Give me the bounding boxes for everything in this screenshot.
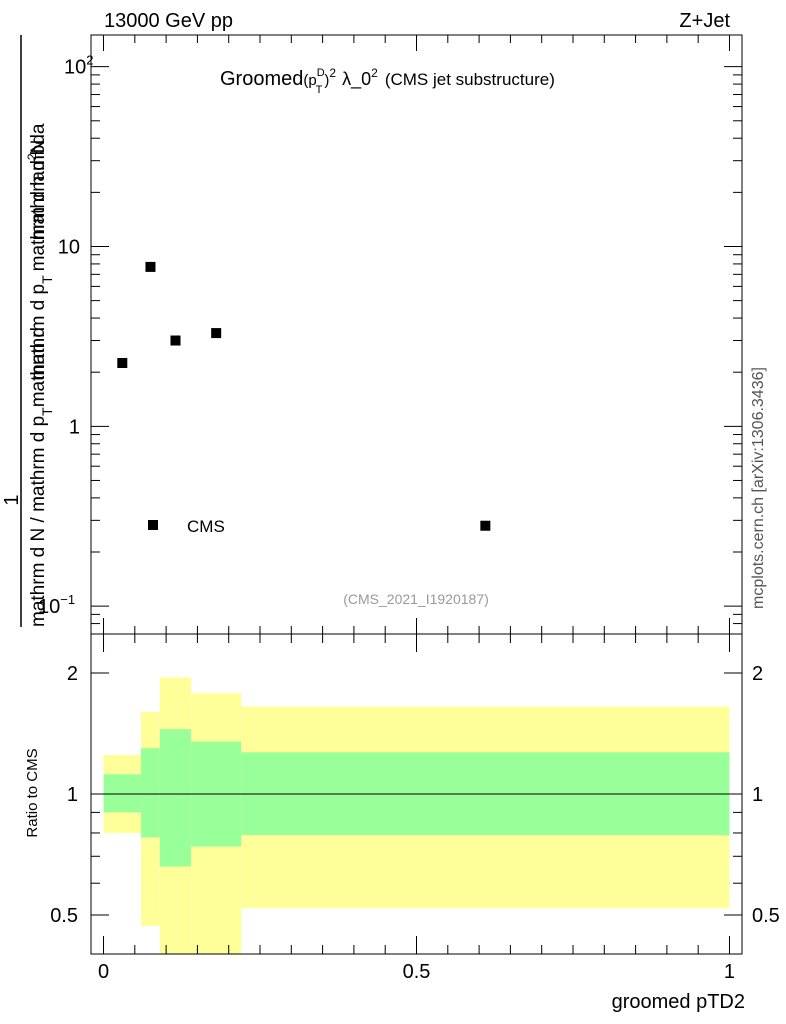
- ratio-y-ticks: 0.5 0.5 1 1 2 2: [50, 663, 780, 955]
- source-label: (CMS_2021_I1920187): [343, 591, 489, 607]
- energy-label: 13000 GeV pp: [104, 10, 233, 32]
- stat-uncertainty-band: [159, 729, 192, 867]
- process-label: Z+Jet: [679, 10, 730, 32]
- main-y-tick-label: 1: [69, 416, 80, 438]
- ratio-y-tick-label-right: 0.5: [752, 905, 780, 927]
- ylabel-num-sup: 2: [25, 153, 39, 160]
- data-point: [211, 328, 222, 339]
- ylabel-right-numerator: mathrm d2N: [25, 140, 49, 241]
- ylabel-den-right-sub-t: T: [39, 275, 55, 284]
- title-close: ): [324, 72, 329, 89]
- ylabel-den-right-2: mathrm d lambda: [28, 123, 49, 271]
- title-sup-2b: 2: [371, 66, 378, 80]
- main-y-tick-label: 102: [64, 53, 93, 79]
- title-lambda: λ_0: [342, 69, 371, 90]
- data-point: [117, 357, 128, 368]
- ylabel-num-2: N: [28, 140, 49, 154]
- title-rest: (CMS jet substructure): [385, 70, 555, 89]
- legend-marker: [148, 520, 158, 530]
- ratio-x-ticks: 0 0.5 1: [98, 634, 735, 983]
- ratio-plot-panel: 0.5 0.51 12 2 0 0.5 1 Ratio to CMS groomed pT…: [24, 633, 780, 1013]
- title-p: (p: [303, 72, 316, 89]
- ratio-y-tick-label-left: 2: [67, 663, 78, 685]
- ylabel-den-right-1: mathrm d p: [28, 284, 49, 380]
- ylabel-numerator: 1: [1, 494, 23, 505]
- x-axis-label: groomed pTD2: [612, 991, 745, 1013]
- x-tick-label: 0: [98, 961, 109, 983]
- stat-uncertainty-band: [103, 774, 142, 813]
- ratio-y-tick-label-left: 0.5: [50, 905, 78, 927]
- main-data-points: [117, 261, 491, 531]
- data-point: [170, 335, 181, 346]
- ylabel-den-1: mathrm d N / mathrm d p: [28, 416, 49, 627]
- ratio-y-label: Ratio to CMS: [24, 748, 41, 837]
- title-main: Groomed: [220, 68, 303, 90]
- main-plot-frame: [90, 34, 743, 635]
- ylabel-right-denominator: mathrm d pTmathrm d lambda: [28, 123, 55, 380]
- x-tick-label: 0.5: [403, 961, 431, 983]
- data-point: [480, 520, 491, 531]
- main-y-tick-label: 10−1: [38, 592, 75, 618]
- data-point: [145, 261, 156, 272]
- ratio-y-tick-label-right: 2: [752, 663, 763, 685]
- ratio-y-tick-label-left: 1: [67, 784, 78, 806]
- legend-label: CMS: [187, 517, 225, 536]
- main-y-axis-label: 1 mathrm d N / mathrm d pTmathrm d mathr…: [1, 35, 55, 627]
- ratio-y-tick-label-right: 1: [752, 784, 763, 806]
- title-sup-d: D: [317, 67, 325, 79]
- stat-uncertainty-band: [141, 748, 160, 838]
- side-label: mcplots.cern.ch [arXiv:1306.3436]: [750, 367, 767, 609]
- plot-title: Groomed(pD T)2 λ_02 (CMS jet substructure): [220, 66, 555, 96]
- ratio-uncertainty-bands: [103, 677, 730, 954]
- title-sup-2a: 2: [329, 66, 336, 80]
- ylabel-num-1: mathrm d: [28, 160, 49, 240]
- ylabel-den-2: mathrm d: [28, 327, 49, 407]
- main-y-tick-label: 10: [58, 236, 80, 258]
- title-sub-t: T: [316, 84, 323, 96]
- ylabel-den-sub-t: T: [39, 407, 55, 416]
- x-tick-label: 1: [724, 961, 735, 983]
- main-y-ticks: 10−1 1 10 102: [38, 35, 742, 635]
- ylabel-denominator: mathrm d N / mathrm d pTmathrm d: [28, 327, 55, 627]
